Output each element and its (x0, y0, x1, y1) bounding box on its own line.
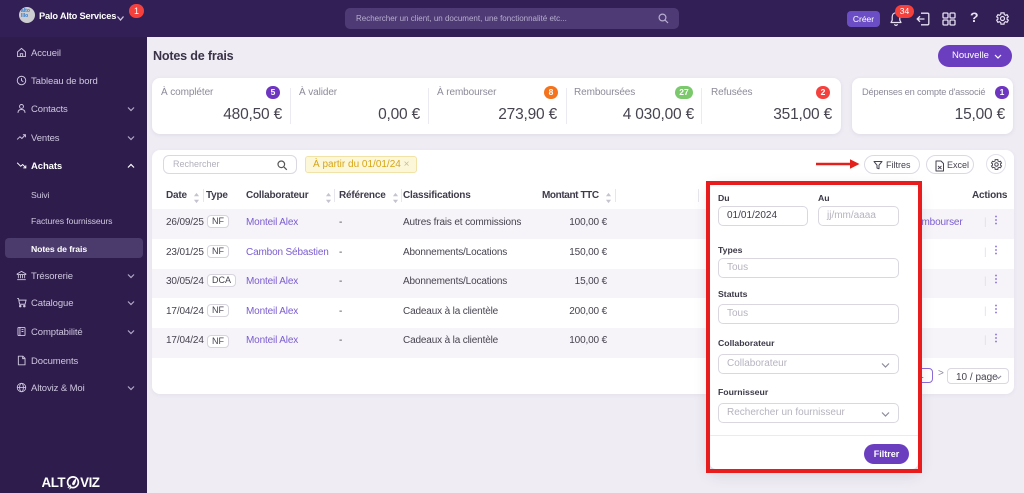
svg-text:ALT: ALT (42, 475, 66, 490)
svg-text:VIZ: VIZ (80, 475, 100, 490)
